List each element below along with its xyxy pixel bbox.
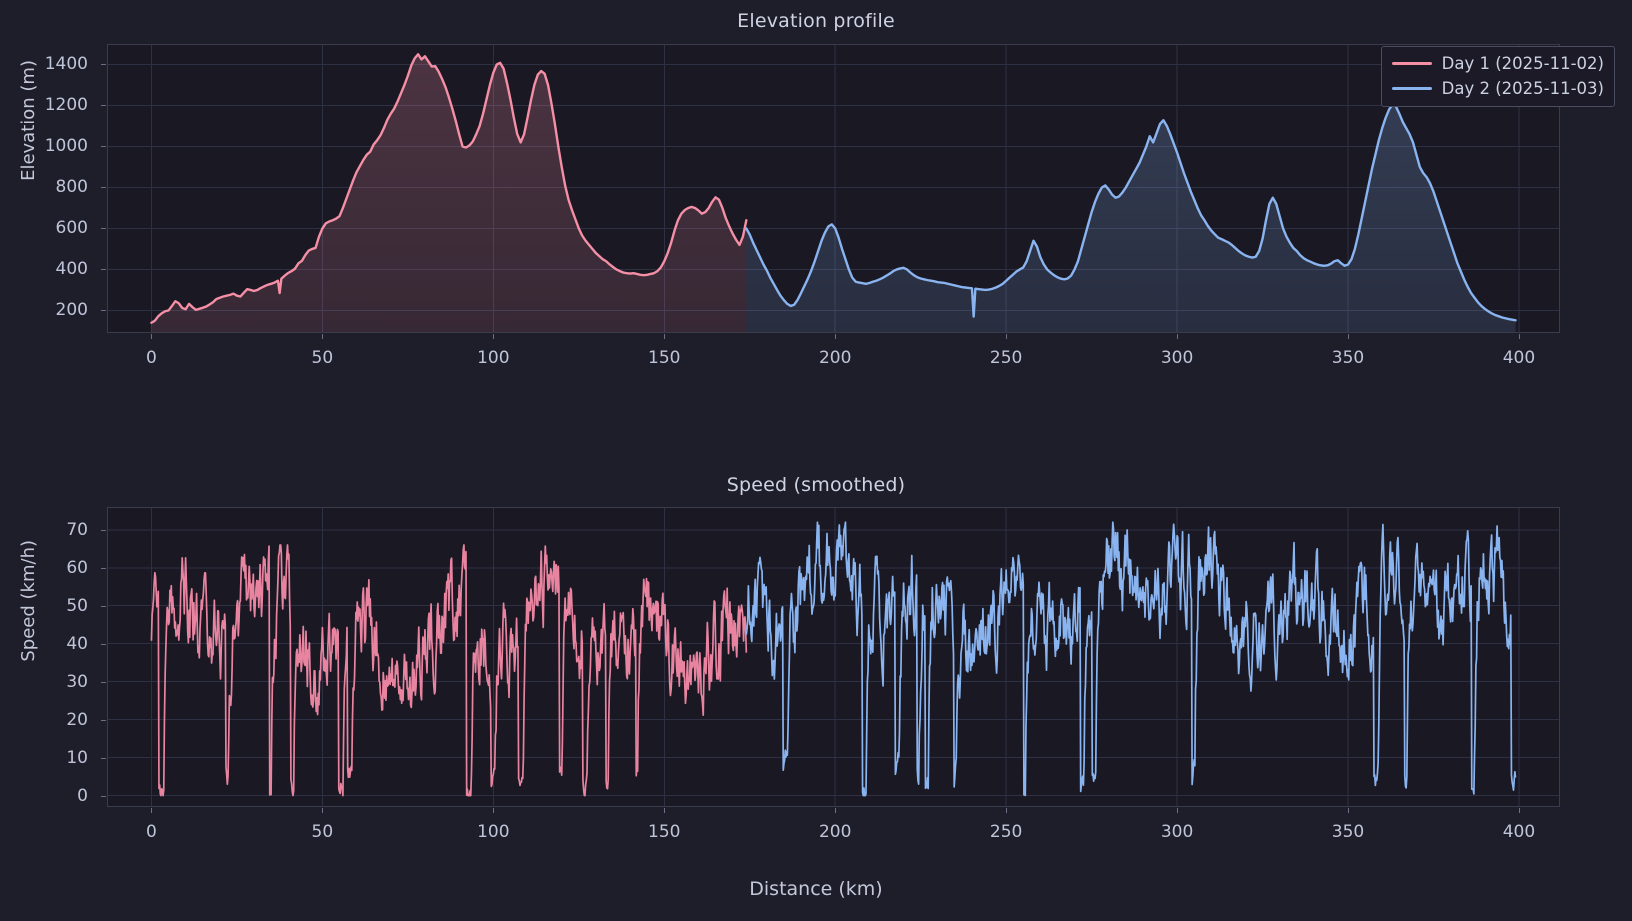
speed-y-tickmark — [101, 605, 106, 607]
speed-y-tickmark — [101, 643, 106, 645]
elevation-x-tickmark — [1518, 334, 1520, 339]
speed-x-tick: 300 — [1160, 822, 1194, 842]
speed-x-tick: 400 — [1502, 822, 1536, 842]
speed-y-tickmark — [101, 529, 106, 531]
speed-y-tick: 30 — [66, 671, 88, 692]
speed-x-tickmark — [835, 808, 837, 813]
elevation-y-tickmark — [101, 146, 106, 148]
legend-item[interactable]: Day 2 (2025-11-03) — [1391, 79, 1604, 98]
elevation-y-tick: 800 — [55, 177, 88, 198]
speed-y-tickmark — [101, 757, 106, 759]
speed-x-axis-label: Distance (km) — [749, 878, 883, 900]
elevation-x-tickmark — [493, 334, 495, 339]
speed-gridlines — [107, 507, 1560, 807]
speed-series-lines — [150, 521, 1517, 797]
elevation-x-tick: 350 — [1331, 348, 1365, 368]
speed-x-tickmark — [1177, 808, 1179, 813]
speed-y-tickmark — [101, 719, 106, 721]
speed-y-tick: 50 — [66, 595, 88, 616]
elevation-x-tickmark — [1348, 334, 1350, 339]
speed-x-tickmark — [493, 808, 495, 813]
elevation-y-tickmark — [101, 228, 106, 230]
speed-y-tick: 20 — [66, 709, 88, 730]
elevation-y-tick: 1000 — [44, 136, 88, 157]
speed-y-tickmark — [101, 795, 106, 797]
speed-x-tickmark — [664, 808, 666, 813]
speed-plot-area — [107, 507, 1560, 807]
elevation-y-tick: 400 — [55, 259, 88, 280]
elevation-series-lines — [150, 53, 1517, 324]
speed-y-tick: 0 — [77, 785, 88, 806]
legend-item-label: Day 1 (2025-11-02) — [1441, 54, 1604, 73]
elevation-x-tick: 300 — [1160, 348, 1194, 368]
speed-y-tickmark — [101, 567, 106, 569]
elevation-x-tick: 0 — [146, 348, 157, 368]
speed-x-tick: 350 — [1331, 822, 1365, 842]
speed-plot-svg — [107, 507, 1560, 807]
speed-x-tickmark — [322, 808, 324, 813]
speed-y-tick: 60 — [66, 557, 88, 578]
speed-x-tickmark — [1348, 808, 1350, 813]
elevation-x-tick: 200 — [818, 348, 852, 368]
speed-x-tick: 250 — [989, 822, 1023, 842]
elevation-y-tickmark — [101, 269, 106, 271]
elevation-x-tick: 100 — [477, 348, 510, 368]
elevation-plot-svg — [107, 44, 1560, 334]
speed-x-tickmark — [151, 808, 153, 813]
elevation-chart-title: Elevation profile — [737, 10, 895, 32]
elevation-x-tick: 250 — [989, 348, 1023, 368]
speed-x-tick: 200 — [818, 822, 852, 842]
elevation-x-tickmark — [151, 334, 153, 339]
speed-x-tick: 0 — [146, 822, 157, 842]
elevation-x-tickmark — [835, 334, 837, 339]
speed-chart-title: Speed (smoothed) — [726, 474, 906, 496]
speed-x-tick: 50 — [311, 822, 334, 842]
speed-y-tick: 10 — [66, 747, 88, 768]
speed-y-tickmark — [101, 681, 106, 683]
speed-x-tick: 150 — [648, 822, 681, 842]
legend-item[interactable]: Day 1 (2025-11-02) — [1391, 54, 1604, 73]
elevation-y-tick: 600 — [55, 218, 88, 239]
elevation-y-axis-label: Elevation (m) — [18, 60, 39, 181]
speed-x-tickmark — [1006, 808, 1008, 813]
legend-item-label: Day 2 (2025-11-03) — [1441, 79, 1604, 98]
elevation-x-tick: 400 — [1502, 348, 1536, 368]
elevation-y-tickmark — [101, 105, 106, 107]
elevation-x-tick: 50 — [311, 348, 334, 368]
legend-color-swatch — [1391, 62, 1432, 65]
elevation-x-tickmark — [1177, 334, 1179, 339]
elevation-y-tickmark — [101, 310, 106, 312]
elevation-area-fills — [151, 54, 1516, 334]
elevation-y-tickmark — [101, 187, 106, 189]
elevation-x-tickmark — [322, 334, 324, 339]
speed-y-tick: 70 — [66, 519, 88, 540]
elevation-y-tick: 1400 — [44, 54, 88, 75]
speed-x-tick: 100 — [477, 822, 510, 842]
chart-legend[interactable]: Day 1 (2025-11-02) Day 2 (2025-11-03) — [1380, 46, 1615, 107]
elevation-x-tickmark — [664, 334, 666, 339]
speed-y-tick: 40 — [66, 633, 88, 654]
elevation-y-tickmark — [101, 64, 106, 66]
elevation-y-tick: 200 — [55, 300, 88, 321]
legend-color-swatch — [1391, 87, 1432, 90]
speed-x-tickmark — [1518, 808, 1520, 813]
elevation-x-tickmark — [1006, 334, 1008, 339]
elevation-y-tick: 1200 — [44, 95, 88, 116]
elevation-x-tick: 150 — [648, 348, 681, 368]
elevation-plot-area — [107, 44, 1560, 334]
